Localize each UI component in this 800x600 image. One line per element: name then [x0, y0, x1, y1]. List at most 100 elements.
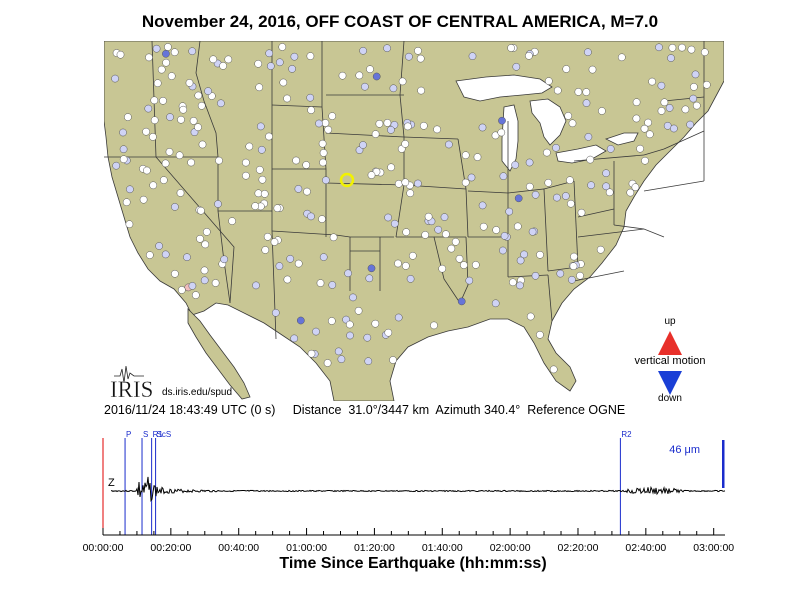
station-marker	[500, 232, 509, 240]
station-marker	[442, 230, 450, 239]
reference-station-marker	[339, 172, 355, 188]
station-marker	[398, 77, 407, 86]
station-marker	[686, 120, 694, 129]
station-marker	[279, 78, 288, 87]
station-marker	[149, 181, 158, 190]
station-marker	[145, 53, 153, 62]
station-marker	[457, 297, 466, 306]
station-marker	[461, 178, 470, 187]
station-marker	[544, 178, 553, 187]
phase-label: R1	[153, 430, 164, 439]
station-marker	[170, 48, 179, 57]
station-marker	[371, 319, 380, 328]
station-marker	[318, 139, 327, 148]
station-marker	[562, 65, 571, 73]
station-marker	[139, 195, 148, 204]
station-marker	[159, 96, 167, 105]
station-marker	[290, 52, 299, 61]
station-marker	[363, 333, 372, 342]
station-marker	[584, 48, 592, 57]
station-marker	[556, 269, 565, 278]
station-marker	[588, 65, 597, 74]
station-marker	[188, 282, 197, 290]
station-marker	[319, 158, 327, 167]
station-marker	[220, 255, 229, 264]
station-marker	[389, 84, 398, 93]
station-marker	[543, 148, 551, 157]
station-marker	[371, 130, 380, 138]
station-marker	[384, 213, 392, 222]
station-marker	[667, 54, 675, 62]
station-marker	[460, 261, 468, 269]
station-marker	[394, 179, 403, 188]
station-marker	[700, 48, 709, 57]
station-marker	[414, 179, 422, 188]
station-marker	[196, 234, 204, 243]
station-marker	[312, 327, 320, 336]
station-marker	[322, 176, 330, 185]
station-marker	[544, 77, 553, 85]
amplitude-scale-label: 46 μm	[669, 444, 700, 456]
station-marker	[402, 228, 411, 236]
station-marker	[566, 176, 574, 185]
station-marker	[584, 133, 593, 141]
station-marker	[355, 71, 364, 80]
station-marker	[512, 62, 521, 71]
x-tick-label: 00:00:00	[83, 542, 124, 554]
station-marker	[224, 55, 233, 64]
x-tick-label: 02:40:00	[625, 542, 666, 554]
station-marker	[321, 119, 330, 127]
station-marker	[162, 58, 170, 67]
station-marker	[149, 133, 157, 141]
station-marker	[215, 156, 223, 165]
station-marker	[531, 271, 540, 280]
station-marker	[574, 88, 583, 96]
station-marker	[660, 98, 669, 107]
station-marker	[116, 50, 125, 59]
station-marker	[345, 320, 354, 329]
station-marker	[387, 126, 395, 134]
station-marker	[367, 171, 376, 179]
station-marker	[567, 199, 575, 208]
station-marker	[303, 187, 311, 196]
station-marker	[197, 206, 205, 215]
station-marker	[471, 261, 480, 269]
station-marker	[421, 231, 430, 239]
station-marker	[414, 46, 422, 55]
station-marker	[384, 328, 393, 337]
component-label: Z	[108, 477, 115, 489]
phase-label: P	[126, 430, 131, 439]
station-marker	[525, 182, 534, 191]
station-marker	[119, 145, 128, 154]
station-marker	[516, 281, 524, 290]
station-marker	[455, 254, 464, 263]
station-marker	[145, 251, 154, 259]
x-tick-label: 00:40:00	[218, 542, 259, 554]
station-marker	[175, 151, 184, 160]
x-tick-label: 02:20:00	[558, 542, 599, 554]
station-marker	[185, 79, 194, 87]
station-marker	[323, 359, 332, 367]
station-marker	[365, 274, 374, 283]
station-marker	[126, 185, 134, 194]
station-marker	[552, 143, 560, 152]
station-marker	[283, 94, 291, 103]
station-marker	[569, 262, 578, 271]
down-arrow-icon	[658, 371, 682, 395]
station-marker	[511, 161, 520, 169]
station-marker	[479, 222, 488, 231]
station-marker	[200, 266, 209, 275]
station-marker	[219, 62, 227, 70]
station-marker	[406, 275, 415, 283]
station-marker	[498, 116, 506, 125]
station-marker	[150, 116, 159, 125]
station-marker	[228, 217, 236, 225]
station-marker	[366, 65, 374, 74]
station-marker	[261, 246, 270, 254]
station-marker	[424, 212, 433, 221]
station-marker	[266, 62, 275, 70]
land-mass-baja	[187, 308, 251, 400]
station-marker	[307, 349, 316, 358]
phase-label: ScS	[157, 430, 172, 439]
station-marker	[383, 44, 391, 53]
